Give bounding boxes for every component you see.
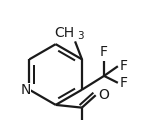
Text: F: F bbox=[120, 76, 128, 90]
Text: O: O bbox=[98, 87, 109, 102]
Text: N: N bbox=[21, 83, 31, 97]
Text: F: F bbox=[100, 45, 108, 59]
Text: 3: 3 bbox=[77, 31, 84, 41]
Text: CH: CH bbox=[54, 26, 74, 40]
Text: F: F bbox=[120, 59, 128, 73]
